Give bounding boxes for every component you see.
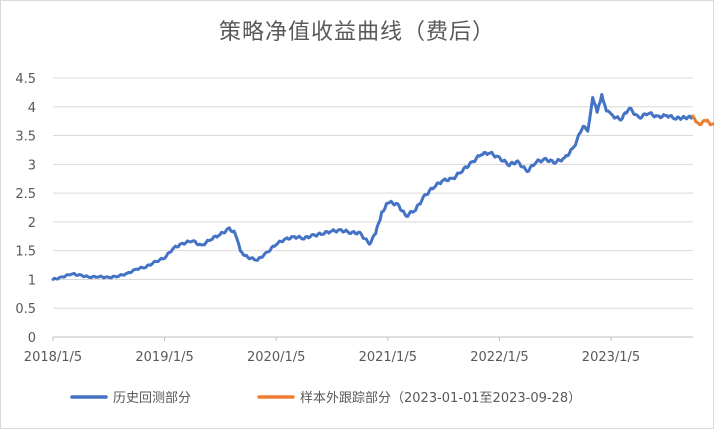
- series-line-backtest: [51, 93, 695, 281]
- legend-label: 样本外跟踪部分（2023-01-01至2023-09-28）: [300, 391, 581, 406]
- x-tick-label: 2018/1/5: [24, 350, 82, 365]
- x-tick-label: 2021/1/5: [359, 350, 417, 365]
- x-tick-label: 2023/1/5: [582, 350, 640, 365]
- series-line-out-of-sample: [691, 114, 714, 127]
- legend-label: 历史回测部分: [113, 391, 191, 406]
- y-tick-label: 2.5: [15, 187, 36, 202]
- x-tick-label: 2022/1/5: [470, 350, 528, 365]
- y-tick-label: 0: [28, 331, 36, 346]
- y-tick-label: 3.5: [15, 130, 36, 145]
- chart-title: 策略净值收益曲线（费后）: [218, 20, 495, 45]
- y-tick-label: 0.5: [15, 302, 36, 317]
- y-tick-label: 4.5: [15, 72, 36, 87]
- legend: 历史回测部分 样本外跟踪部分（2023-01-01至2023-09-28）: [70, 391, 581, 406]
- y-tick-label: 3: [28, 158, 36, 173]
- y-tick-label: 1: [28, 273, 36, 288]
- axes: 0 0.5 1 1.5 2 2.5 3 3.5 4 4.5 2018/1/5 2019/1/5 2020…: [15, 72, 693, 365]
- x-tick-label: 2020/1/5: [247, 350, 305, 365]
- y-tick-label: 1.5: [15, 245, 36, 260]
- gridlines: [53, 77, 693, 309]
- x-tick-label: 2019/1/5: [135, 350, 193, 365]
- y-tick-label: 4: [28, 101, 36, 116]
- series-lines: [51, 93, 714, 281]
- y-tick-label: 2: [28, 216, 36, 231]
